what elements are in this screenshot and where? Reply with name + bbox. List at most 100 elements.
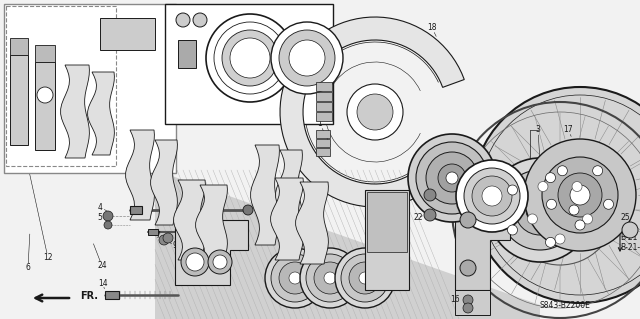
Text: 20: 20 <box>488 174 498 182</box>
Circle shape <box>176 13 190 27</box>
Circle shape <box>438 164 466 192</box>
Text: 9: 9 <box>173 241 177 249</box>
Polygon shape <box>251 145 280 245</box>
Circle shape <box>446 172 458 184</box>
Text: 6: 6 <box>26 263 31 272</box>
Polygon shape <box>125 130 154 220</box>
Text: 2: 2 <box>438 147 442 157</box>
Circle shape <box>181 248 209 276</box>
Circle shape <box>575 220 585 230</box>
Polygon shape <box>296 182 328 264</box>
Text: 3: 3 <box>536 125 540 135</box>
Bar <box>148 229 158 235</box>
Circle shape <box>482 186 502 206</box>
Circle shape <box>159 235 169 245</box>
Bar <box>4 4 176 173</box>
Bar <box>316 148 330 156</box>
Text: B-21: B-21 <box>620 234 637 242</box>
Circle shape <box>593 166 603 176</box>
Polygon shape <box>175 220 248 285</box>
Circle shape <box>300 248 360 308</box>
Bar <box>365 190 409 290</box>
Polygon shape <box>150 140 177 225</box>
Polygon shape <box>35 45 55 62</box>
Text: 16: 16 <box>450 295 460 305</box>
Text: 4: 4 <box>97 203 102 211</box>
Bar <box>316 92 332 101</box>
Circle shape <box>555 234 565 244</box>
Text: 10: 10 <box>232 234 242 242</box>
Text: FR.: FR. <box>80 291 98 301</box>
Bar <box>316 112 332 121</box>
Circle shape <box>279 30 335 86</box>
Circle shape <box>271 22 343 94</box>
Polygon shape <box>35 62 55 150</box>
Text: S843-B2200E: S843-B2200E <box>539 301 590 310</box>
Circle shape <box>460 212 476 228</box>
Circle shape <box>341 254 389 302</box>
Circle shape <box>524 139 636 251</box>
Circle shape <box>335 248 395 308</box>
Circle shape <box>604 199 614 209</box>
Text: 25: 25 <box>620 213 630 222</box>
Bar <box>6 6 116 166</box>
Circle shape <box>289 272 301 284</box>
Circle shape <box>213 255 227 269</box>
Circle shape <box>426 152 478 204</box>
Circle shape <box>314 262 346 294</box>
Circle shape <box>545 237 556 247</box>
Circle shape <box>500 170 580 250</box>
Circle shape <box>289 40 325 76</box>
Circle shape <box>547 199 556 209</box>
Circle shape <box>508 185 518 195</box>
Bar <box>105 291 119 299</box>
Bar <box>316 82 332 91</box>
Circle shape <box>357 94 393 130</box>
Bar <box>165 4 333 124</box>
Circle shape <box>572 182 582 191</box>
Circle shape <box>349 262 381 294</box>
Circle shape <box>542 157 618 233</box>
Circle shape <box>463 303 473 313</box>
Bar <box>367 192 407 252</box>
Circle shape <box>271 254 319 302</box>
Circle shape <box>324 272 336 284</box>
Circle shape <box>526 196 554 224</box>
Text: 11: 11 <box>208 218 218 226</box>
Polygon shape <box>88 72 115 155</box>
Circle shape <box>545 173 556 183</box>
Text: 13: 13 <box>195 261 205 270</box>
Circle shape <box>456 160 528 232</box>
Circle shape <box>103 211 113 221</box>
Polygon shape <box>280 17 464 207</box>
Circle shape <box>408 134 496 222</box>
Circle shape <box>464 168 520 224</box>
Text: 1: 1 <box>317 120 323 129</box>
Circle shape <box>622 222 638 238</box>
Circle shape <box>424 189 436 201</box>
Circle shape <box>463 295 473 305</box>
Bar <box>316 139 330 147</box>
Polygon shape <box>276 150 302 240</box>
Circle shape <box>359 272 371 284</box>
Polygon shape <box>155 170 540 319</box>
Circle shape <box>279 262 311 294</box>
Bar <box>130 206 142 214</box>
Circle shape <box>230 38 270 78</box>
Polygon shape <box>100 18 155 50</box>
Polygon shape <box>10 55 28 145</box>
Circle shape <box>222 30 278 86</box>
Circle shape <box>570 185 590 205</box>
Circle shape <box>472 176 512 216</box>
Circle shape <box>515 185 565 235</box>
Circle shape <box>424 209 436 221</box>
Circle shape <box>206 14 294 102</box>
Text: 21: 21 <box>435 145 445 154</box>
Polygon shape <box>455 200 510 290</box>
Polygon shape <box>271 178 303 260</box>
Circle shape <box>460 260 476 276</box>
Text: 15: 15 <box>137 205 147 214</box>
Circle shape <box>193 13 207 27</box>
Text: 7: 7 <box>156 232 161 241</box>
Circle shape <box>557 166 568 176</box>
